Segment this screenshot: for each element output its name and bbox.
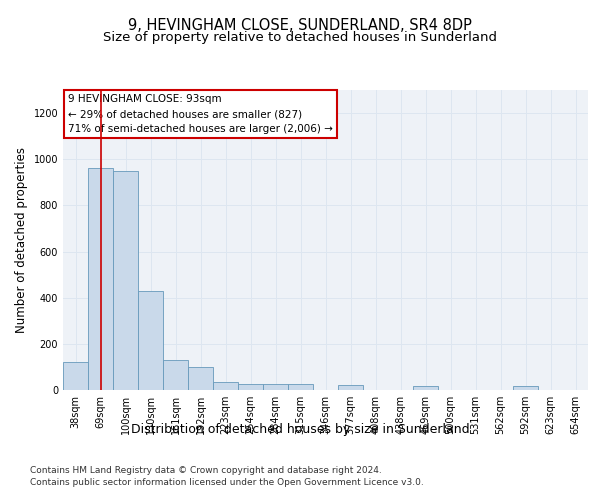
Bar [63, 362, 88, 390]
Bar [338, 385, 363, 390]
Bar [263, 384, 288, 390]
Text: Size of property relative to detached houses in Sunderland: Size of property relative to detached ho… [103, 31, 497, 44]
Bar [413, 386, 438, 390]
Text: Contains public sector information licensed under the Open Government Licence v3: Contains public sector information licen… [30, 478, 424, 487]
Bar [238, 384, 263, 390]
Bar [88, 168, 113, 390]
Bar [188, 367, 213, 390]
Text: 9, HEVINGHAM CLOSE, SUNDERLAND, SR4 8DP: 9, HEVINGHAM CLOSE, SUNDERLAND, SR4 8DP [128, 18, 472, 32]
Bar [288, 384, 313, 390]
Y-axis label: Number of detached properties: Number of detached properties [15, 147, 28, 333]
Text: Contains HM Land Registry data © Crown copyright and database right 2024.: Contains HM Land Registry data © Crown c… [30, 466, 382, 475]
Text: 9 HEVINGHAM CLOSE: 93sqm
← 29% of detached houses are smaller (827)
71% of semi-: 9 HEVINGHAM CLOSE: 93sqm ← 29% of detach… [68, 94, 333, 134]
Bar [138, 291, 163, 390]
Bar [163, 360, 188, 390]
Bar [513, 386, 538, 390]
Bar [213, 382, 238, 390]
Bar [113, 171, 138, 390]
Text: Distribution of detached houses by size in Sunderland: Distribution of detached houses by size … [131, 422, 469, 436]
